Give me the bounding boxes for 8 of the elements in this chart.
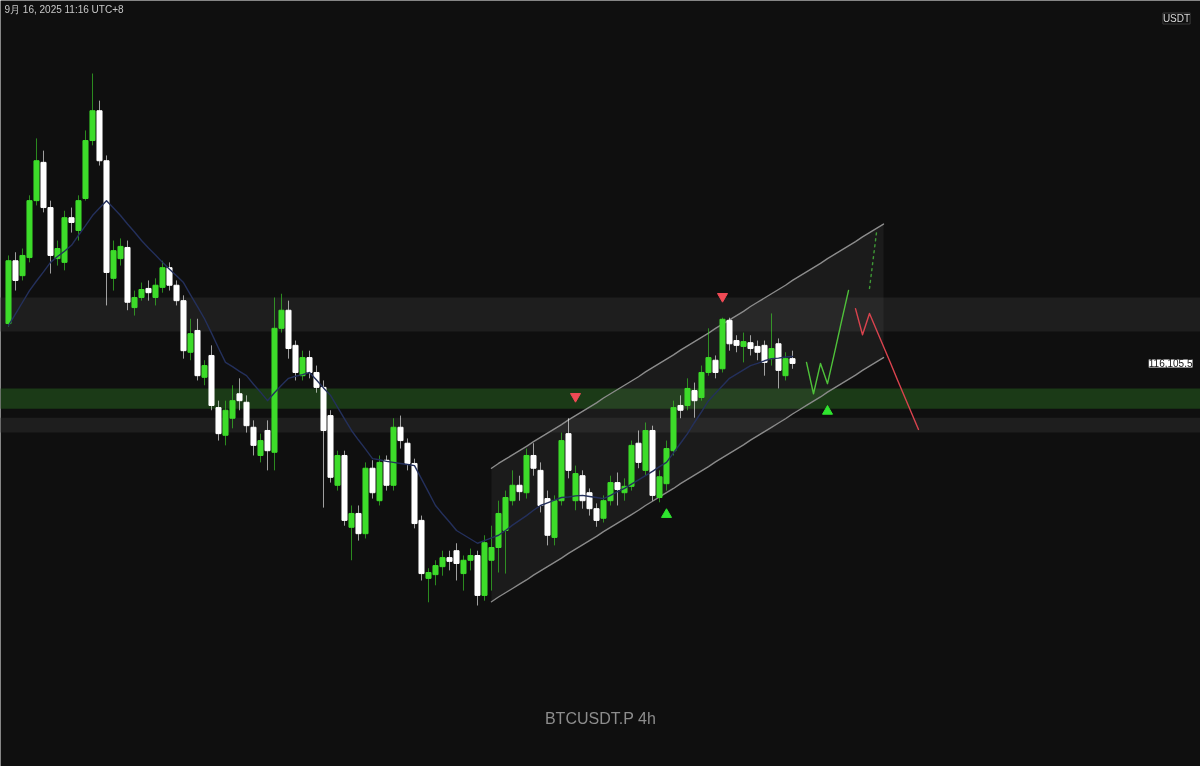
text: 9月 16, 2025 11:16 UTC+8: [4, 3, 124, 15]
point: [717, 293, 728, 303]
point: [570, 393, 581, 403]
point: [661, 508, 672, 518]
text: 116,105.5: [1148, 358, 1193, 370]
text: BTCUSDT.P 4h: [544, 710, 656, 727]
text: USDT: [1162, 13, 1191, 24]
point: [822, 405, 833, 415]
